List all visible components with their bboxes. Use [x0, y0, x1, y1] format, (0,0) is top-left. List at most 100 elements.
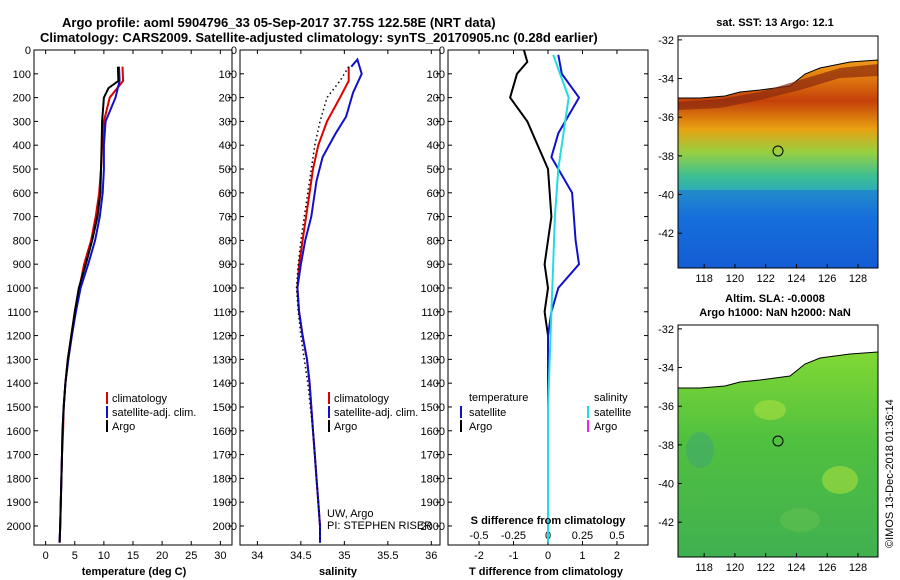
legend-salinity-argo: Argo — [594, 421, 617, 433]
legend-satellite-adj: satellite-adj. clim. — [112, 407, 196, 419]
map-xtick-label: 128 — [849, 562, 867, 574]
temperature-legend: climatology satellite-adj. clim. Argo — [106, 392, 196, 433]
map-ytick-label: -38 — [658, 151, 674, 163]
ytick-label: 2000 — [213, 521, 237, 533]
xtick-label: 2 — [614, 550, 620, 562]
series-line — [547, 54, 570, 543]
xtick-label: 30 — [214, 550, 226, 562]
sst-map-frame — [677, 35, 879, 269]
ytick-label: 1100 — [213, 307, 237, 319]
ytick-label: 1900 — [421, 497, 445, 509]
sla-map — [678, 325, 878, 557]
ytick-label: 400 — [219, 140, 237, 152]
map-xtick-label: 118 — [695, 562, 713, 574]
xtick-label: 34.5 — [290, 550, 311, 562]
ytick-label: 100 — [219, 69, 237, 81]
map-ytick-label: -40 — [658, 479, 674, 491]
ytick-label: 900 — [427, 259, 445, 271]
figure-subtitle: Climatology: CARS2009. Satellite-adjuste… — [40, 30, 598, 45]
legend-satellite-adj: satellite-adj. clim. — [334, 407, 418, 419]
series-line — [58, 66, 121, 543]
sla-map-title: Altim. SLA: -0.0008 — [725, 293, 825, 305]
map-xtick-label: 124 — [787, 562, 805, 574]
temperature-axes: 0100200300400500600700800900100011001200… — [7, 45, 232, 562]
pi-label: PI: STEPHEN RISER — [327, 520, 432, 532]
xtick-label: 5 — [72, 550, 78, 562]
map-ytick-label: -42 — [658, 228, 674, 240]
ytick-label: 100 — [13, 69, 31, 81]
ytick-label: 1200 — [7, 331, 31, 343]
ytick-label: 1500 — [213, 402, 237, 414]
ytick-label: 100 — [427, 69, 445, 81]
ytick-label: 0 — [231, 45, 237, 57]
ytick-label: 1700 — [213, 450, 237, 462]
map-ytick-label: -36 — [658, 401, 674, 413]
ytick-label: 1300 — [213, 354, 237, 366]
ytick-label: 300 — [219, 116, 237, 128]
series-line — [509, 49, 553, 543]
xtick-label: 15 — [127, 550, 139, 562]
xtick-label: 0 — [545, 550, 551, 562]
ytick-label: 1900 — [7, 497, 31, 509]
sla-map-subtitle: Argo h1000: NaN h2000: NaN — [699, 307, 851, 319]
ytick-label: 1600 — [421, 426, 445, 438]
ytick-label: 1600 — [213, 426, 237, 438]
secondary-xtick-label: 0.5 — [609, 530, 624, 542]
legend-climatology: climatology — [334, 393, 390, 405]
difference-series — [509, 49, 581, 543]
xtick-label: 35.5 — [377, 550, 398, 562]
temperature-panel — [33, 49, 233, 546]
map-ytick-label: -34 — [658, 74, 674, 86]
ytick-label: 1400 — [421, 378, 445, 390]
ytick-label: 500 — [427, 164, 445, 176]
ytick-label: 1200 — [213, 331, 237, 343]
series-line — [295, 66, 350, 543]
land-mass — [678, 325, 878, 388]
sla-map-axes: 118 120 122 124 126 128 -32 -34 -36 -38 -40 -42 — [658, 324, 867, 574]
ytick-label: 1600 — [7, 426, 31, 438]
legend-argo: Argo — [334, 421, 357, 433]
ytick-label: 1800 — [213, 473, 237, 485]
temperature-series — [58, 66, 125, 543]
ytick-label: 500 — [13, 164, 31, 176]
xtick-label: 36 — [425, 550, 437, 562]
map-ytick-label: -32 — [658, 35, 674, 47]
ytick-label: 500 — [219, 164, 237, 176]
salinity-axes: 0 100 200 300 400 500 600 700 800 900 1000 1100 1200… — [213, 45, 440, 562]
xtick-label: 25 — [185, 550, 197, 562]
land-mass — [678, 36, 878, 98]
ytick-label: 800 — [13, 235, 31, 247]
ytick-label: 1400 — [7, 378, 31, 390]
sla-map-frame — [677, 324, 879, 558]
salinity-legend: climatology satellite-adj. clim. Argo UW… — [327, 392, 432, 532]
xtick-label: 1 — [579, 550, 585, 562]
map-ytick-label: -42 — [658, 517, 674, 529]
ytick-label: 200 — [219, 93, 237, 105]
secondary-xtick-label: -0.25 — [501, 530, 526, 542]
ytick-label: 1500 — [7, 402, 31, 414]
difference-legend: temperature satellite Argo salinity sate… — [460, 392, 631, 433]
salinity-panel — [239, 49, 441, 546]
legend-argo: Argo — [112, 421, 135, 433]
argo-position-marker — [772, 435, 784, 447]
ytick-label: 400 — [13, 140, 31, 152]
legend-climatology: climatology — [112, 393, 168, 405]
ytick-label: 600 — [219, 188, 237, 200]
ytick-label: 1000 — [213, 283, 237, 295]
ytick-label: 600 — [13, 188, 31, 200]
map-ytick-label: -32 — [658, 324, 674, 336]
secondary-xtick-label: 0.25 — [572, 530, 593, 542]
map-xtick-label: 120 — [726, 273, 744, 285]
map-xtick-label: 118 — [695, 273, 713, 285]
figure-title: Argo profile: aoml 5904796_33 05-Sep-201… — [62, 15, 496, 30]
ytick-label: 1300 — [7, 354, 31, 366]
ytick-label: 700 — [219, 212, 237, 224]
map-ytick-label: -34 — [658, 363, 674, 375]
map-xtick-label: 120 — [726, 562, 744, 574]
series-line — [296, 57, 363, 543]
ytick-label: 800 — [427, 235, 445, 247]
map-xtick-label: 128 — [849, 273, 867, 285]
ytick-label: 200 — [13, 93, 31, 105]
ytick-label: 1800 — [7, 473, 31, 485]
argo-position-marker — [772, 145, 784, 157]
